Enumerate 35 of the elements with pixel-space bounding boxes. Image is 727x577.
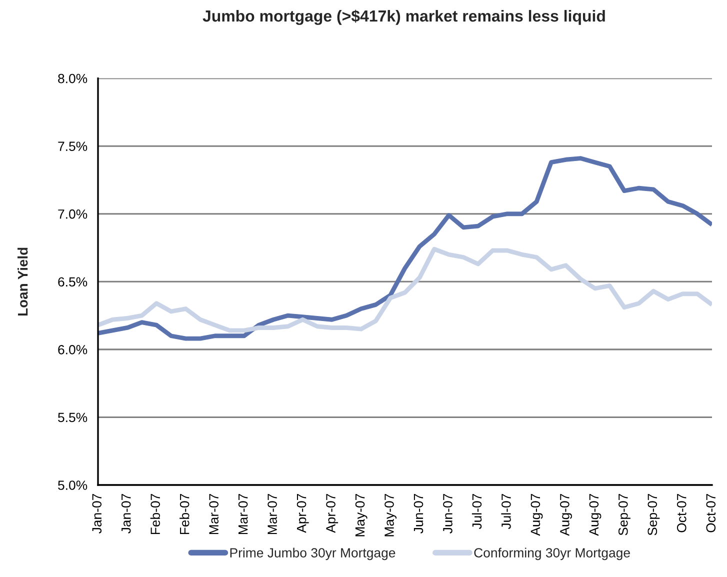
x-tick-label: Aug-07 [589,494,602,536]
x-tick-label: Sep-07 [648,494,660,536]
x-tick-label: Mar-07 [209,494,218,534]
y-tick-label: 5.5% [58,412,88,422]
x-tick-label: Jun-07 [414,494,424,534]
legend-label: Prime Jumbo 30yr Mortgage [230,548,396,560]
x-tick-label: Mar-07 [238,494,248,534]
y-tick-label: 7.0% [58,209,88,219]
x-tick-label: Jul-07 [501,494,511,530]
x-tick-label: Feb-07 [150,494,160,534]
y-tick-label: 8.0% [58,74,88,84]
line-series [98,156,712,341]
y-tick-label: 5.0% [58,480,88,490]
x-tick-label: Apr-07 [296,494,309,533]
chart-title: Jumbo mortgage (>$417k) market remains less liquid [202,10,605,25]
x-tick-label: Oct-07 [676,494,686,532]
y-tick-label: 6.0% [58,345,88,354]
x-tick-label: May-07 [355,494,368,536]
x-tick-label: Jun-07 [443,494,452,534]
x-tick-label: Sep-07 [618,494,630,536]
x-tick-label: May-07 [384,494,397,536]
x-tick-label: Aug-07 [560,494,572,536]
x-tick-label: Jul-07 [472,494,482,530]
y-tick-label: 7.5% [58,142,88,151]
x-tick-label: Aug-07 [530,494,543,536]
x-tick-label: Mar-07 [268,494,277,534]
x-tick-label: Feb-07 [180,494,190,534]
y-axis-title: Loan Yield [18,248,28,316]
x-tick-label: Oct-07 [706,494,716,532]
y-tick-label: 6.5% [58,277,88,287]
x-tick-label: Jan-07 [92,494,102,534]
x-tick-label: Jan-07 [121,494,131,534]
legend-label: Conforming 30yr Mortgage [474,548,630,560]
x-tick-label: Apr-07 [326,494,338,533]
line-series [98,246,712,333]
